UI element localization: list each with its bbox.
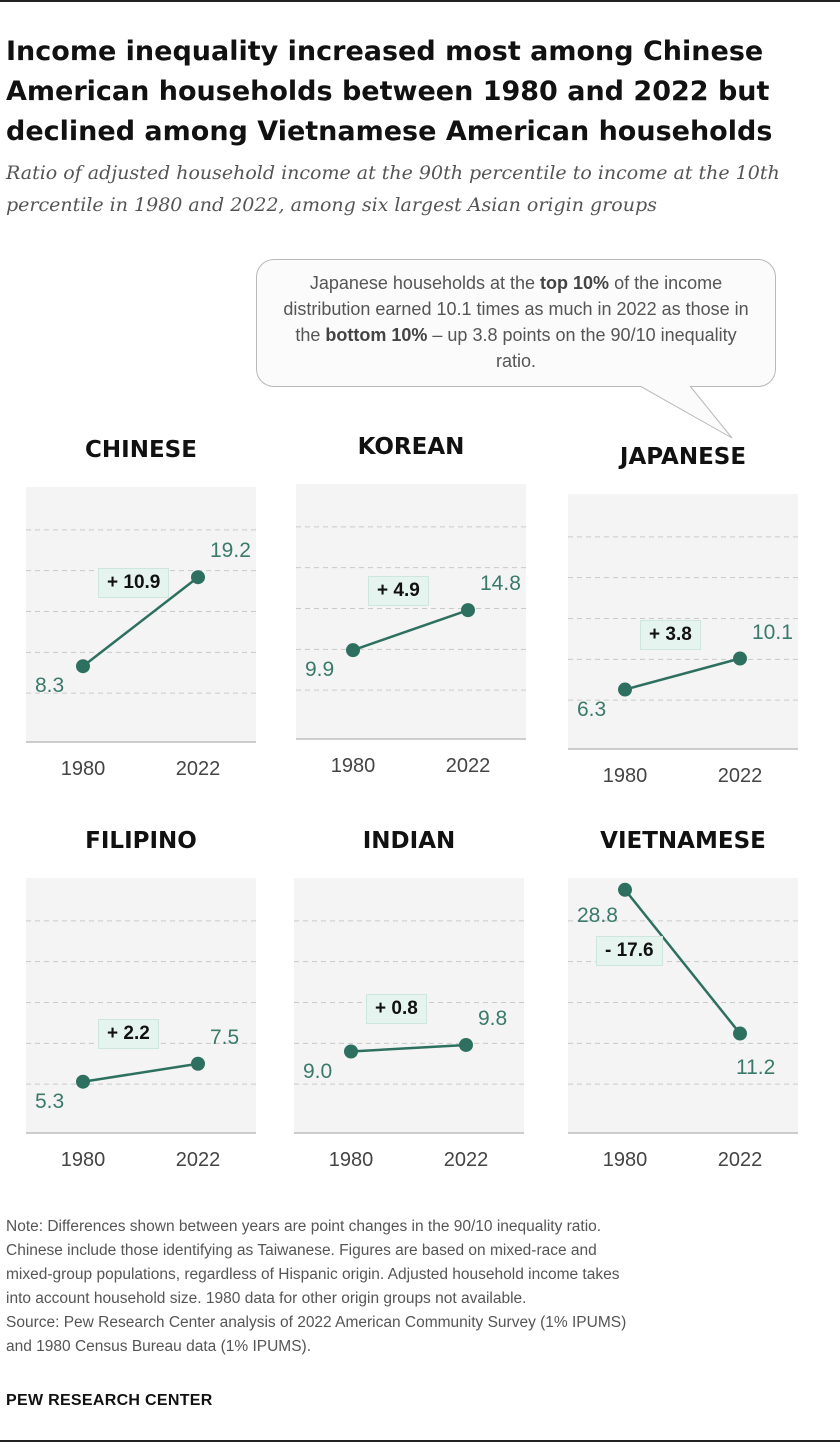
x-tick-label: 2022 [443, 1149, 489, 1171]
data-point [191, 1056, 205, 1071]
data-point [346, 643, 360, 658]
change-badge: + 0.8 [366, 994, 427, 1025]
x-tick-label: 1980 [330, 755, 376, 777]
panel-plot [26, 878, 256, 1134]
data-point [191, 570, 205, 585]
annotation-callout: Japanese households at the top 10% of th… [256, 259, 776, 387]
change-badge: + 10.9 [98, 567, 170, 598]
x-tick-label: 1980 [602, 765, 648, 787]
data-point [76, 659, 90, 674]
data-point [618, 882, 632, 897]
data-point [733, 651, 747, 666]
value-label: 8.3 [35, 674, 65, 698]
panel-svg [568, 536, 798, 750]
brand-logo-text: PEW RESEARCH CENTER [6, 1392, 213, 1409]
change-badge: + 4.9 [368, 576, 429, 607]
value-label: 10.1 [752, 620, 793, 644]
chart-title: Income inequality increased most among C… [6, 36, 773, 147]
data-point [344, 1044, 358, 1059]
notes: Note: Differences shown between years ar… [6, 1215, 826, 1359]
change-badge: - 17.6 [596, 935, 663, 966]
value-label: 9.9 [305, 658, 335, 682]
series-line [350, 1043, 467, 1053]
panel-svg [294, 920, 524, 1134]
panel-plot [568, 878, 798, 1134]
source-line: Source: Pew Research Center analysis of … [6, 1314, 627, 1331]
callout-text-3: – up 3.8 points on the 90/10 inequality … [427, 325, 737, 371]
data-point [733, 1026, 747, 1041]
data-point [461, 603, 475, 618]
panel-svg [26, 920, 256, 1134]
data-point [618, 682, 632, 697]
callout-bold-2: bottom 10% [325, 325, 428, 345]
panel-title: INDIAN [362, 828, 456, 854]
value-label: 9.0 [303, 1059, 333, 1083]
value-label: 11.2 [736, 1055, 776, 1079]
chart-subtitle: Ratio of adjusted household income at th… [6, 162, 780, 216]
callout-text-1: Japanese households at the [309, 273, 541, 293]
series-line [624, 889, 741, 1035]
x-tick-label: 2022 [175, 1149, 221, 1171]
top-rule [0, 0, 840, 2]
panel-title: FILIPINO [85, 828, 197, 854]
bottom-rule [0, 1440, 840, 1442]
value-label: 5.3 [35, 1089, 65, 1113]
panel-title: CHINESE [85, 437, 197, 463]
change-badge: + 3.8 [640, 620, 701, 651]
series-line [352, 608, 469, 652]
series-line [624, 657, 741, 691]
panel-svg [568, 882, 798, 1134]
x-tick-label: 1980 [602, 1149, 648, 1171]
source-line: and 1980 Census Bureau data (1% IPUMS). [6, 1338, 312, 1355]
callout-text-2: of the income distribution earned 10.1 t… [283, 273, 749, 345]
callout-pointer [640, 386, 733, 439]
value-label: 6.3 [577, 697, 607, 721]
data-point [76, 1074, 90, 1089]
panel-svg [296, 526, 526, 740]
x-tick-label: 1980 [328, 1149, 374, 1171]
value-label: 9.8 [478, 1006, 508, 1030]
value-label: 28.8 [577, 903, 618, 927]
value-label: 19.2 [210, 539, 251, 563]
x-tick-label: 2022 [717, 765, 763, 787]
series-line [82, 1062, 199, 1083]
note-line: Note: Differences shown between years ar… [6, 1218, 602, 1235]
panel-title: KOREAN [357, 434, 465, 460]
panel-plot [26, 487, 256, 743]
series-line [82, 576, 199, 668]
x-tick-label: 2022 [717, 1149, 763, 1171]
callout-bold-1: top 10% [540, 273, 610, 293]
panel-title: VIETNAMESE [600, 828, 766, 854]
panel-title: JAPANESE [619, 444, 747, 470]
x-tick-label: 1980 [60, 758, 106, 780]
note-line: Chinese include those identifying as Tai… [6, 1242, 597, 1259]
panel-svg [26, 529, 256, 743]
value-label: 14.8 [480, 572, 521, 596]
x-tick-label: 1980 [60, 1149, 106, 1171]
x-tick-label: 2022 [445, 755, 491, 777]
data-point [459, 1037, 473, 1052]
note-line: mixed-group populations, regardless of H… [6, 1266, 620, 1283]
change-badge: + 2.2 [98, 1018, 159, 1049]
note-line: into account household size. 1980 data f… [6, 1290, 527, 1307]
panel-plot [296, 484, 526, 740]
value-label: 7.5 [210, 1025, 240, 1049]
x-tick-label: 2022 [175, 758, 221, 780]
